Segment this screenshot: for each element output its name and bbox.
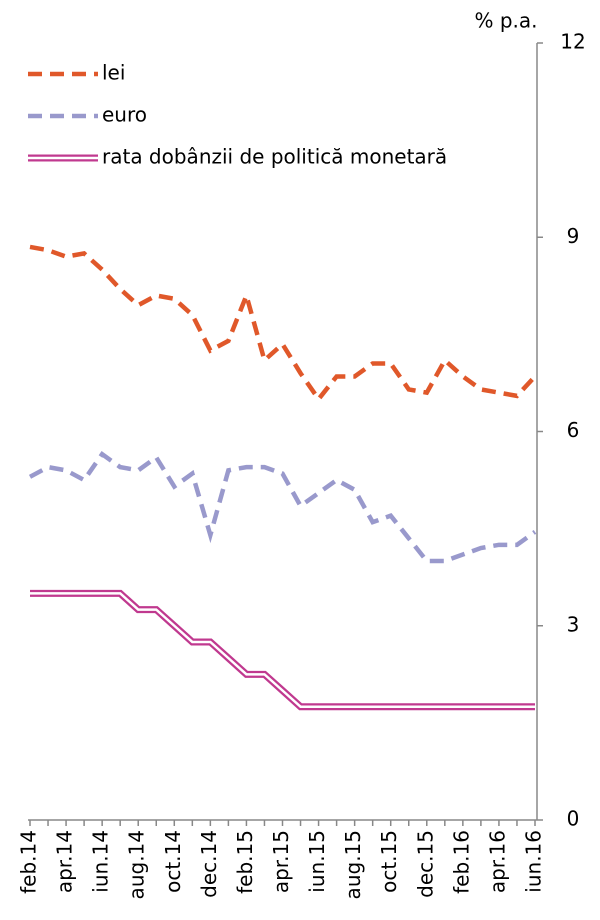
legend-label: lei bbox=[102, 61, 125, 85]
x-tick-label: oct.14 bbox=[161, 830, 185, 893]
y-axis-label: % p.a. bbox=[474, 9, 537, 33]
y-tick-label: 0 bbox=[567, 807, 580, 831]
legend-label: rata dobânzii de politică monetară bbox=[102, 145, 447, 169]
legend-label: euro bbox=[102, 103, 147, 127]
x-tick-label: feb.14 bbox=[17, 830, 41, 894]
x-tick-label: oct.15 bbox=[377, 830, 401, 893]
x-tick-label: dec.15 bbox=[413, 830, 437, 898]
y-tick-label: 9 bbox=[567, 224, 580, 248]
x-tick-label: iun.15 bbox=[305, 830, 329, 893]
x-tick-label: feb.15 bbox=[233, 830, 257, 894]
x-tick-label: feb.16 bbox=[449, 830, 473, 894]
series-line-inner bbox=[30, 592, 535, 708]
x-tick-label: aug.15 bbox=[341, 830, 365, 899]
x-tick-label: aug.14 bbox=[125, 830, 149, 899]
x-tick-label: apr.14 bbox=[53, 830, 77, 893]
x-tick-label: apr.15 bbox=[269, 830, 293, 893]
y-tick-label: 3 bbox=[567, 612, 580, 636]
series-line bbox=[28, 451, 537, 564]
x-tick-label: dec.14 bbox=[197, 830, 221, 898]
y-tick-label: 12 bbox=[560, 30, 585, 54]
y-tick-label: 6 bbox=[567, 418, 580, 442]
x-tick-label: apr.16 bbox=[485, 830, 509, 893]
x-tick-label: iun.14 bbox=[89, 830, 113, 893]
x-tick-label: iun.16 bbox=[522, 830, 546, 893]
series-line bbox=[29, 244, 537, 403]
